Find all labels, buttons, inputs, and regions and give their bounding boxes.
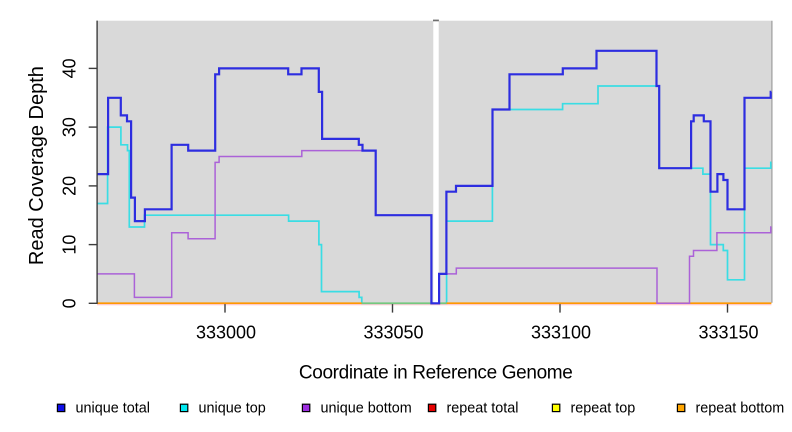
svg-text:0: 0 [59,298,79,308]
svg-text:repeat bottom: repeat bottom [696,401,785,417]
svg-text:10: 10 [59,235,79,255]
svg-text:30: 30 [59,117,79,137]
svg-text:repeat total: repeat total [447,401,519,417]
svg-text:40: 40 [59,58,79,78]
svg-text:333100: 333100 [531,322,591,342]
svg-text:unique bottom: unique bottom [321,401,412,417]
svg-text:Read Coverage Depth: Read Coverage Depth [26,66,48,265]
svg-text:333000: 333000 [196,322,256,342]
svg-text:repeat top: repeat top [571,401,636,417]
svg-text:333150: 333150 [698,322,758,342]
svg-text:unique top: unique top [199,401,266,417]
svg-text:333050: 333050 [363,322,423,342]
svg-text:unique total: unique total [76,401,150,417]
svg-text:Coordinate in Reference Genome: Coordinate in Reference Genome [299,362,573,383]
svg-text:20: 20 [59,176,79,196]
